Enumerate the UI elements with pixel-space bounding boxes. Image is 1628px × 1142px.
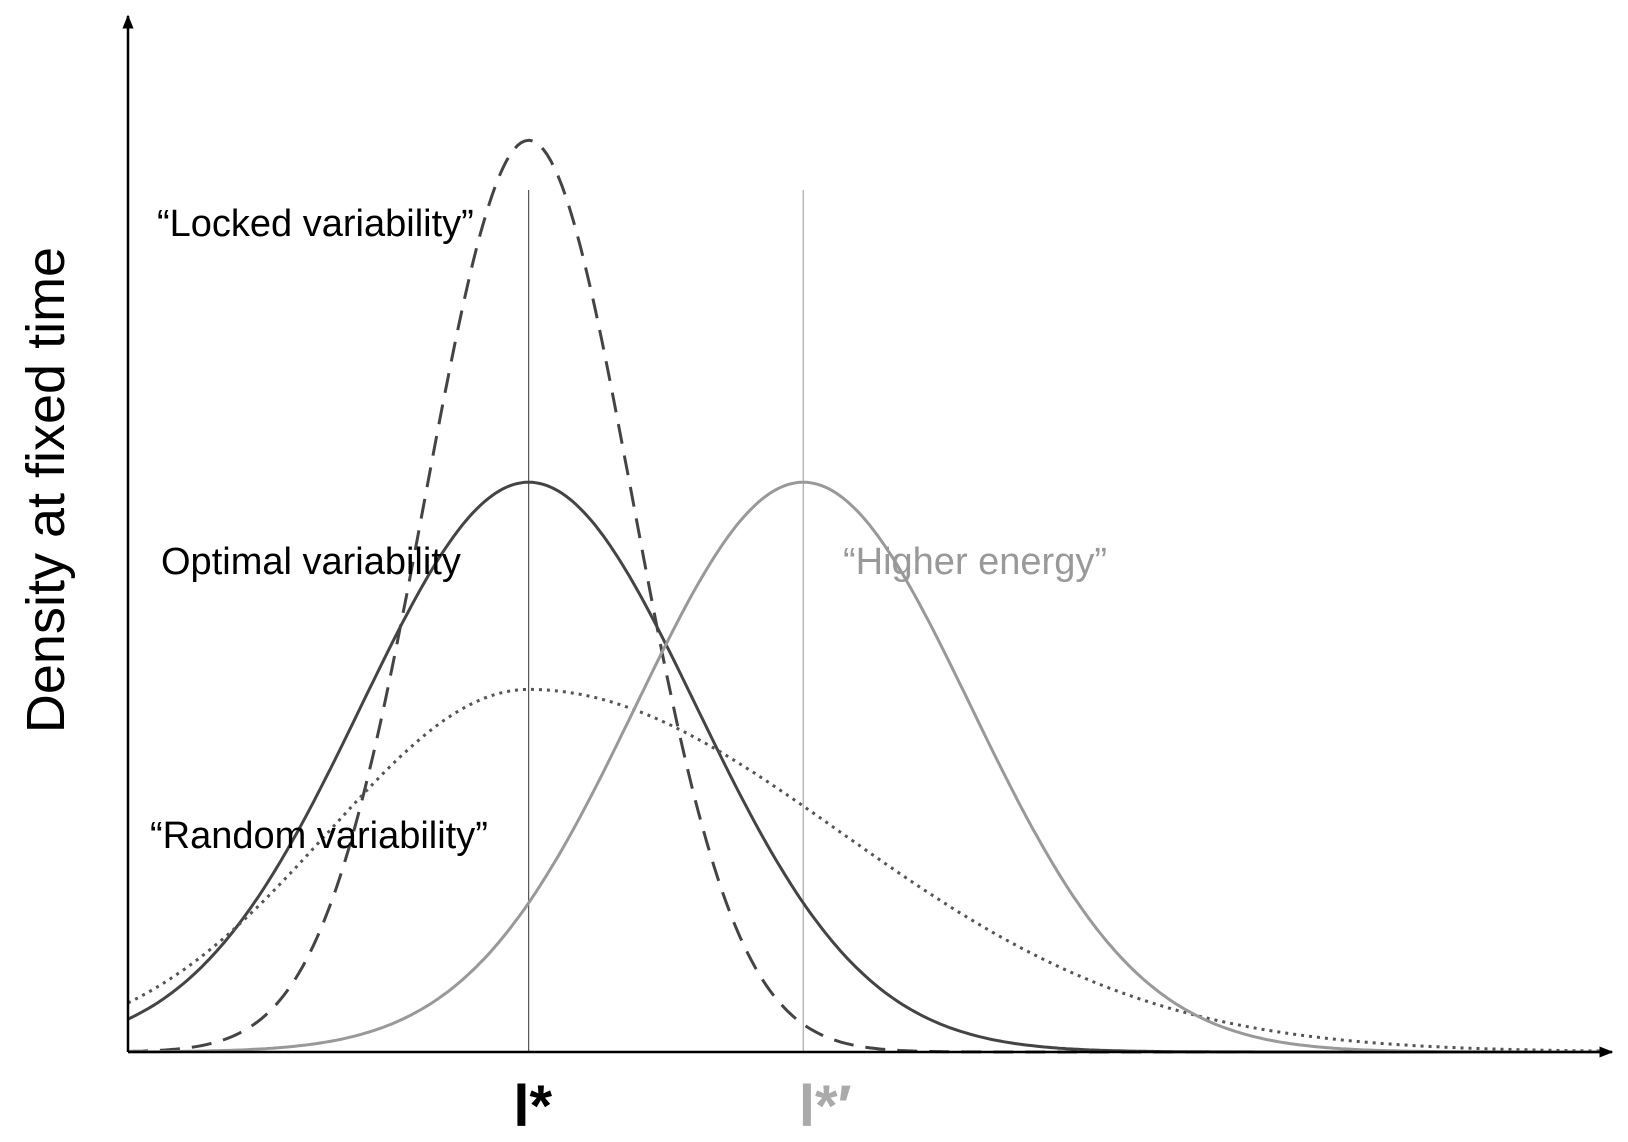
optimal-variability-label: Optimal variability — [161, 541, 461, 583]
series-line-higher-energy — [128, 480, 1612, 1054]
series-group — [127, 138, 1612, 1054]
shifted-optimum-marker-label: l*′ — [799, 1074, 852, 1139]
random-variability-label: “Random variability” — [150, 815, 488, 857]
locked-variability-label: “Locked variability” — [157, 203, 474, 245]
higher-energy-label: “Higher energy” — [843, 541, 1107, 583]
series-line-locked-variability — [127, 138, 1612, 1054]
optimum-marker-label: l* — [513, 1074, 552, 1139]
series-line-random-variability — [127, 687, 1612, 1053]
y-axis-label: Density at fixed time — [16, 247, 76, 733]
